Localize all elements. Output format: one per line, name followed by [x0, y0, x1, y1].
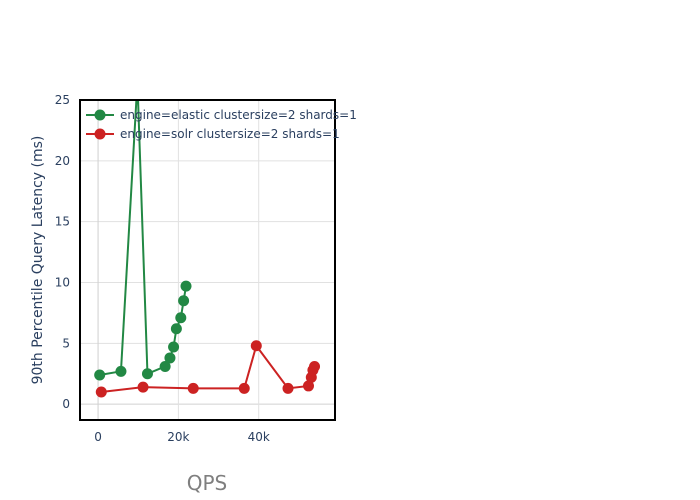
y-axis-title: 90th Percentile Query Latency (ms): [30, 136, 46, 385]
data-point[interactable]: [164, 352, 176, 364]
data-point[interactable]: [302, 380, 314, 392]
data-point[interactable]: [137, 381, 149, 393]
legend-label: engine=elastic clustersize=2 shards=1: [120, 108, 357, 122]
data-point[interactable]: [95, 386, 107, 398]
data-point[interactable]: [175, 312, 187, 324]
data-point[interactable]: [282, 382, 294, 394]
data-point[interactable]: [187, 382, 199, 394]
x-axis-title: QPS: [187, 471, 228, 495]
y-tick-label: 15: [55, 215, 70, 229]
plot-frame: [79, 99, 336, 421]
data-point[interactable]: [170, 323, 182, 335]
y-axis: 0 5 10 15 20 25: [55, 93, 70, 411]
series-1: [95, 340, 321, 398]
series-0: [94, 76, 192, 381]
legend-marker: [94, 128, 106, 140]
data-point[interactable]: [94, 369, 106, 381]
y-tick-label: 5: [62, 336, 70, 350]
x-tick-label: 20k: [167, 430, 189, 444]
y-tick-label: 20: [55, 154, 70, 168]
data-point[interactable]: [178, 295, 190, 307]
y-tick-label: 10: [55, 276, 70, 290]
legend-item-0[interactable]: engine=elastic clustersize=2 shards=1: [86, 108, 357, 122]
legend-item-1[interactable]: engine=solr clustersize=2 shards=1: [86, 127, 340, 141]
legend-label: engine=solr clustersize=2 shards=1: [120, 127, 340, 141]
y-tick-label: 0: [62, 397, 70, 411]
x-tick-label: 0: [94, 430, 102, 444]
x-axis: 0 20k 40k: [94, 430, 270, 444]
legend[interactable]: engine=elastic clustersize=2 shards=1 eng…: [86, 108, 357, 141]
data-point[interactable]: [159, 360, 171, 372]
data-point[interactable]: [250, 340, 262, 352]
data-point[interactable]: [141, 368, 153, 380]
data-point[interactable]: [132, 76, 143, 87]
data-point[interactable]: [309, 360, 321, 372]
data-point[interactable]: [238, 382, 250, 394]
data-point[interactable]: [180, 280, 192, 292]
data-point[interactable]: [115, 365, 127, 377]
series-layer: [94, 76, 321, 398]
data-point[interactable]: [168, 341, 180, 353]
y-tick-label: 25: [55, 93, 70, 107]
x-tick-label: 40k: [248, 430, 270, 444]
legend-marker: [94, 109, 106, 121]
